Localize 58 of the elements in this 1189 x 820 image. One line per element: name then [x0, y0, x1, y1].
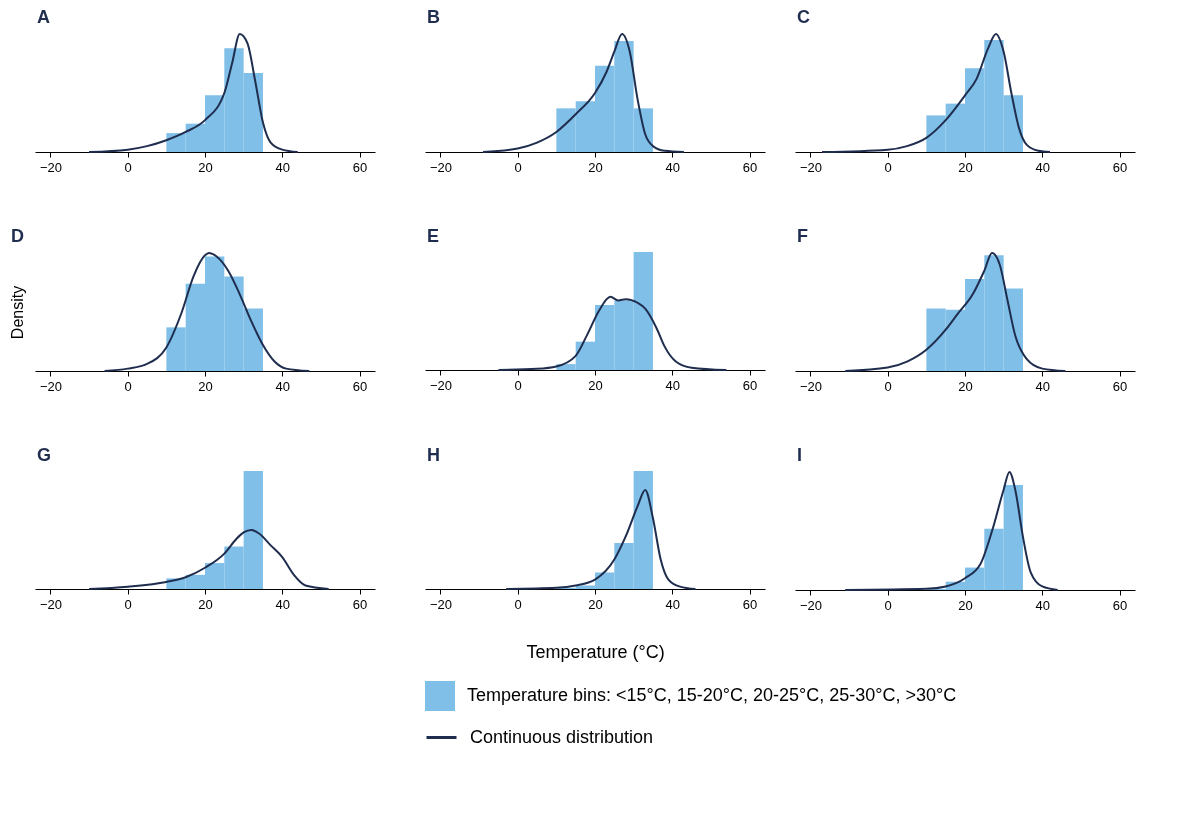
- x-tick-label: 60: [352, 378, 368, 394]
- x-tick-label: 20: [588, 596, 603, 612]
- x-tick-label: 60: [742, 159, 758, 175]
- x-tick-label: 60: [1112, 159, 1128, 175]
- x-tick-label: 60: [742, 377, 758, 393]
- x-tick-label: 60: [1112, 597, 1128, 613]
- chart-title: I: [797, 445, 803, 465]
- chart-title: E: [427, 226, 440, 246]
- x-tick-label: 20: [198, 596, 213, 612]
- x-tick-label: −20: [39, 159, 62, 175]
- x-tick-label: 40: [665, 596, 681, 612]
- x-tick-label: 40: [1035, 159, 1051, 175]
- y-axis-title: Density: [8, 285, 26, 340]
- chart-title: D: [11, 226, 24, 246]
- x-tick-label: 20: [958, 378, 973, 394]
- chart-title: H: [427, 445, 440, 465]
- x-tick-label: −20: [799, 597, 822, 613]
- x-tick-label: −20: [39, 378, 62, 394]
- x-tick-label: 0: [884, 378, 892, 394]
- x-tick-label: 0: [514, 596, 522, 612]
- x-tick-label: 60: [352, 159, 368, 175]
- x-tick-label: 60: [352, 596, 368, 612]
- x-tick-label: 60: [742, 596, 758, 612]
- x-tick-label: 0: [124, 159, 132, 175]
- x-tick-label: −20: [429, 596, 452, 612]
- x-tick-label: 0: [514, 159, 522, 175]
- legend-label: Temperature bins: <15°C, 15-20°C, 20-25°C, 25-30°C, >30°C: [467, 685, 957, 705]
- x-tick-label: −20: [39, 596, 62, 612]
- x-tick-label: 0: [514, 377, 522, 393]
- x-tick-label: 40: [275, 378, 291, 394]
- x-tick-label: 40: [1035, 378, 1051, 394]
- x-tick-label: −20: [799, 378, 822, 394]
- legend-label: Continuous distribution: [470, 726, 654, 747]
- chart-title: G: [37, 445, 52, 465]
- x-tick-label: 20: [958, 597, 973, 613]
- x-tick-label: 20: [198, 159, 213, 175]
- x-tick-label: −20: [429, 159, 452, 175]
- chart-title: B: [427, 7, 440, 27]
- chart-title: A: [37, 7, 50, 27]
- x-tick-label: 40: [1035, 597, 1051, 613]
- x-tick-label: 20: [958, 159, 973, 175]
- x-tick-label: 40: [665, 159, 681, 175]
- x-tick-label: 40: [275, 596, 291, 612]
- x-tick-label: 20: [588, 159, 603, 175]
- chart-title: F: [797, 226, 808, 246]
- x-tick-label: 0: [124, 596, 132, 612]
- x-axis-title: Temperature (°C): [526, 641, 665, 662]
- x-tick-label: 40: [275, 159, 291, 175]
- x-tick-label: 40: [665, 377, 681, 393]
- x-tick-label: −20: [799, 159, 822, 175]
- x-tick-label: 0: [884, 159, 892, 175]
- x-tick-label: 20: [198, 378, 213, 394]
- x-tick-label: 0: [124, 378, 132, 394]
- x-tick-label: 0: [884, 597, 892, 613]
- chart-title: C: [797, 7, 810, 27]
- x-tick-label: −20: [429, 377, 452, 393]
- x-tick-label: 60: [1112, 378, 1128, 394]
- x-tick-label: 20: [588, 377, 603, 393]
